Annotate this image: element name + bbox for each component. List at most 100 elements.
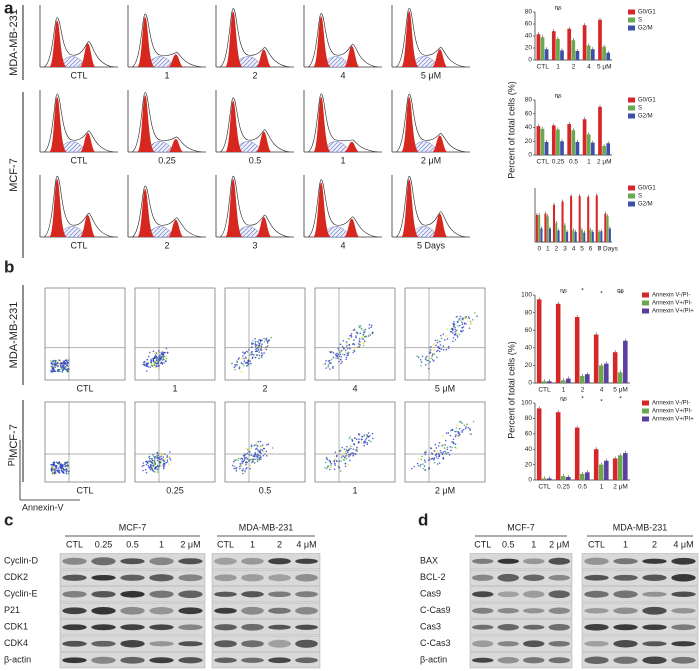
blot-strip (581, 553, 699, 570)
cell-dot (165, 461, 168, 464)
bar (600, 231, 603, 242)
cell-dot (455, 430, 458, 433)
cell-dot (438, 441, 441, 444)
cell-dot (420, 463, 422, 466)
cell-dot (431, 353, 434, 355)
cell-dot (255, 455, 258, 457)
cell-dot (245, 447, 248, 450)
cell-dot (458, 333, 461, 336)
cell-dot (435, 344, 437, 347)
blot-strip (211, 586, 321, 603)
cell-dot (166, 461, 169, 463)
cell-dot (429, 361, 431, 363)
cell-dot (162, 462, 165, 465)
blot-band (295, 639, 318, 648)
protein-label: Cas9 (420, 589, 441, 599)
cell-dot (268, 339, 270, 341)
cell-dot (451, 327, 454, 330)
cell-dot (420, 365, 422, 367)
cell-dot (461, 323, 464, 325)
cell-dot (425, 359, 428, 362)
cell-dot (150, 458, 153, 460)
hist-outline (395, 93, 467, 153)
cell-dot (368, 435, 371, 437)
cell-dot (256, 445, 259, 447)
cell-dot (367, 432, 370, 434)
blot-band (268, 657, 291, 664)
bar (608, 228, 611, 242)
cell-dot (67, 370, 69, 373)
cell-dot (240, 457, 243, 460)
cell-dot (251, 460, 254, 463)
cell-dot (260, 355, 263, 357)
cell-dot (244, 471, 246, 473)
cell-dot (356, 450, 358, 452)
cell-dot (453, 323, 456, 325)
cell-dot (456, 424, 459, 427)
cell-dot (445, 348, 448, 351)
cell-dot (256, 458, 259, 461)
blot-band (671, 591, 696, 597)
bar (575, 141, 580, 155)
cell-dot (434, 443, 437, 446)
bar (540, 37, 545, 60)
significance: ns (560, 396, 568, 403)
blot-band (497, 573, 519, 582)
cell-dot (167, 463, 170, 465)
cell-dot (262, 454, 265, 457)
hist-outline (395, 7, 467, 68)
cell-dot (251, 357, 254, 360)
cell-dot (427, 359, 429, 362)
cell-dot (362, 329, 365, 332)
cell-dot (149, 468, 152, 471)
bar (593, 449, 599, 480)
cell-dot (145, 365, 148, 367)
cell-dot (446, 328, 449, 331)
bar (606, 52, 611, 60)
blot-band (295, 574, 318, 582)
cell-dot (461, 430, 463, 432)
cell-dot (246, 365, 248, 367)
cell-dot (435, 456, 438, 458)
cell-dot (246, 467, 248, 469)
cell-dot (323, 363, 325, 366)
cell-dot (144, 363, 146, 366)
cell-dot (60, 467, 62, 470)
blot-band (671, 656, 696, 664)
cell-dot (162, 464, 165, 467)
x-tick-label: 1 (562, 387, 566, 394)
blot-band (268, 558, 291, 565)
blot-band (62, 640, 87, 647)
cell-dot (263, 337, 265, 340)
significance: ns (555, 93, 563, 100)
blot-band (149, 624, 174, 631)
cell-dot (52, 472, 54, 474)
cell-dot (255, 444, 258, 446)
blot-band (613, 640, 638, 648)
cell-dot (152, 463, 155, 466)
cell-dot (152, 350, 155, 353)
cell-dot (153, 364, 156, 367)
lane-label: CTL (66, 539, 83, 549)
cell-dot (154, 471, 156, 473)
cell-dot (51, 363, 54, 366)
cell-dot (450, 330, 453, 333)
cell-dot (165, 347, 168, 350)
hist-g1-peak (49, 20, 68, 67)
cell-dot (421, 455, 423, 458)
hist-outline (43, 17, 115, 68)
hist-g1-peak (137, 188, 156, 237)
cell-dot (64, 362, 67, 365)
cell-dot (258, 458, 261, 461)
cell-dot (251, 350, 253, 353)
cell-dot (363, 331, 365, 334)
bar (541, 478, 547, 480)
blot-band (120, 606, 145, 615)
lane-label: 1 (250, 539, 255, 549)
cell-dot (352, 329, 355, 332)
bar (578, 196, 581, 242)
cell-dot (335, 357, 337, 359)
cell-dot (333, 460, 336, 463)
cell-dot (65, 468, 68, 470)
cell-dot (361, 435, 363, 438)
